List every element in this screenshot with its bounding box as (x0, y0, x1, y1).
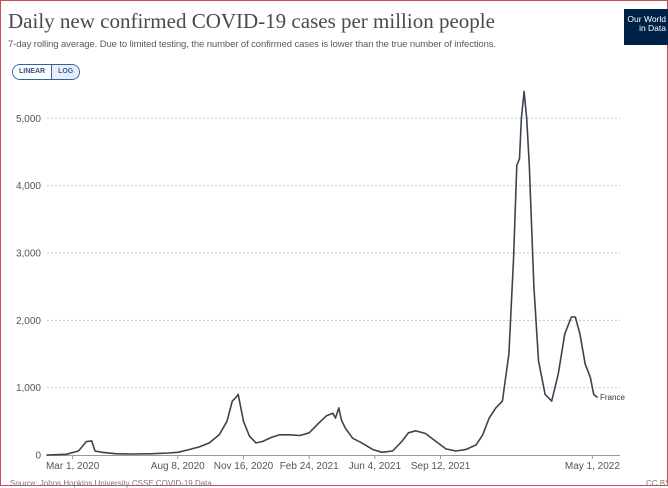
x-axis: Mar 1, 2020 Aug 8, 2020 Nov 16, 2020 Feb 24… (46, 455, 620, 472)
license-note[interactable]: CC BY (646, 479, 668, 488)
owid-logo[interactable]: Our World in Data (624, 9, 668, 45)
log-scale-button[interactable]: LOG (52, 65, 80, 79)
series-label-france: France (600, 393, 625, 402)
y-tick-label: 2,000 (16, 316, 41, 327)
y-axis-tick-labels: 0 1,000 2,000 3,000 4,000 5,000 (16, 114, 41, 462)
scale-toggle[interactable]: LINEAR LOG (12, 64, 81, 80)
x-tick-label: Feb 24, 2021 (280, 461, 339, 472)
linear-scale-button[interactable]: LINEAR (13, 65, 53, 79)
x-tick-label: Jun 4, 2021 (349, 461, 402, 472)
y-tick-label: 0 (35, 451, 41, 462)
y-tick-label: 5,000 (16, 114, 41, 125)
y-tick-label: 1,000 (16, 383, 41, 394)
series-layer: France (46, 90, 625, 456)
x-tick-label: Mar 1, 2020 (46, 461, 100, 472)
logo-text-line1: Our World (627, 14, 666, 24)
chart-subtitle: 7-day rolling average. Due to limited te… (8, 39, 496, 50)
logo-text-line2: in Data (639, 23, 666, 33)
y-tick-label: 4,000 (16, 181, 41, 192)
series-line-france (46, 90, 598, 456)
x-tick-label: Nov 16, 2020 (214, 461, 274, 472)
x-tick-label: May 1, 2022 (565, 461, 620, 472)
y-tick-label: 3,000 (16, 248, 41, 259)
chart-title: Daily new confirmed COVID-19 cases per m… (8, 9, 495, 33)
source-note[interactable]: Source: Johns Hopkins University CSSE CO… (10, 479, 212, 488)
x-tick-label: Sep 12, 2021 (411, 461, 471, 472)
grid-lines (47, 117, 620, 389)
x-tick-label: Aug 8, 2020 (151, 461, 205, 472)
